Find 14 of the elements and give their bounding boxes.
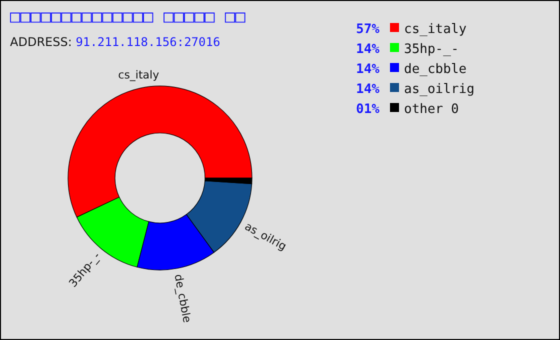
data-label: 01% [356,102,380,117]
legend-label: as_oilrig [404,82,474,97]
legend-label: cs_italy [404,22,467,37]
chart-title: □□□□□□□□□□□□□□ □□□□□ □□ [10,7,246,27]
slice-label: de_cbble [172,273,194,324]
data-label: 14% [356,82,380,97]
legend-label: de_cbble [404,62,467,77]
data-label: 14% [356,62,380,77]
legend-label: other 0 [404,102,459,117]
text: ADDRESS: 91.211.118.156:27016 [10,35,220,49]
data-label: 57% [356,22,380,37]
legend-label: 35hp-_- [404,42,459,57]
data-label: 14% [356,42,380,57]
slice-label: cs_italy [118,68,160,82]
